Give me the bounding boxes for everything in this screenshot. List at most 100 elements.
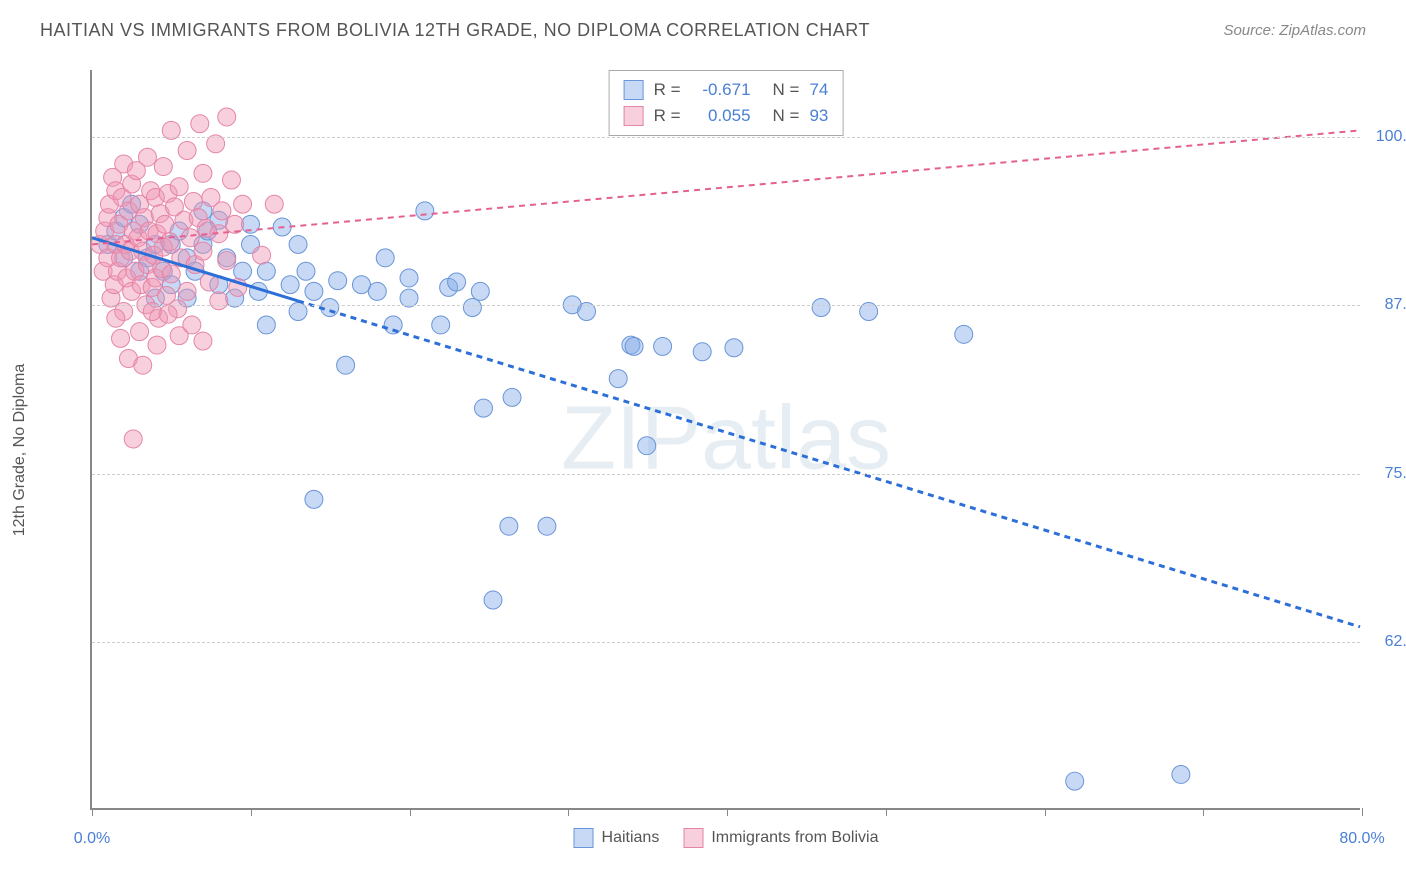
data-point: [475, 399, 493, 417]
legend-item: Haitians: [574, 828, 660, 848]
data-point: [297, 262, 315, 280]
data-point: [138, 148, 156, 166]
data-point: [181, 229, 199, 247]
data-point: [178, 282, 196, 300]
data-point: [484, 591, 502, 609]
r-label: R =: [654, 106, 681, 126]
data-point: [112, 329, 130, 347]
data-point: [376, 249, 394, 267]
data-point: [162, 265, 180, 283]
data-point: [337, 356, 355, 374]
data-point: [289, 235, 307, 253]
data-point: [257, 316, 275, 334]
data-point: [194, 164, 212, 182]
series-swatch: [624, 80, 644, 100]
gridline: [92, 474, 1360, 475]
y-axis-label: 12th Grade, No Diploma: [11, 364, 29, 537]
gridline: [92, 137, 1360, 138]
x-tick: [410, 808, 411, 816]
data-point: [148, 336, 166, 354]
legend-swatch: [574, 828, 594, 848]
x-tick: [727, 808, 728, 816]
x-tick: [886, 808, 887, 816]
data-point: [124, 430, 142, 448]
chart-title: HAITIAN VS IMMIGRANTS FROM BOLIVIA 12TH …: [40, 20, 870, 41]
data-point: [234, 195, 252, 213]
r-value: -0.671: [691, 80, 751, 100]
data-point: [194, 332, 212, 350]
data-point: [156, 215, 174, 233]
data-point: [538, 517, 556, 535]
data-point: [178, 142, 196, 160]
data-point: [213, 202, 231, 220]
data-point: [471, 282, 489, 300]
data-point: [654, 337, 672, 355]
plot-area: ZIPatlas R = -0.671 N = 74 R = 0.055 N =…: [90, 70, 1360, 810]
n-value: 93: [809, 106, 828, 126]
data-point: [183, 316, 201, 334]
data-point: [400, 289, 418, 307]
data-point: [609, 370, 627, 388]
y-tick-label: 75.0%: [1385, 465, 1406, 483]
data-point: [305, 490, 323, 508]
data-point: [226, 215, 244, 233]
data-point: [693, 343, 711, 361]
x-tick: [251, 808, 252, 816]
data-point: [159, 305, 177, 323]
x-tick: [1362, 808, 1363, 816]
data-point: [210, 292, 228, 310]
series-swatch: [624, 106, 644, 126]
stats-row: R = -0.671 N = 74: [624, 77, 829, 103]
data-point: [1066, 772, 1084, 790]
data-point: [257, 262, 275, 280]
chart-container: 12th Grade, No Diploma ZIPatlas R = -0.6…: [60, 60, 1370, 840]
data-point: [154, 158, 172, 176]
x-tick-label: 0.0%: [74, 830, 110, 848]
data-point: [265, 195, 283, 213]
y-tick-label: 62.5%: [1385, 633, 1406, 651]
n-label: N =: [773, 106, 800, 126]
data-point: [218, 252, 236, 270]
data-point: [194, 242, 212, 260]
header: HAITIAN VS IMMIGRANTS FROM BOLIVIA 12TH …: [0, 0, 1406, 51]
data-point: [253, 246, 271, 264]
y-tick-label: 87.5%: [1385, 296, 1406, 314]
gridline: [92, 642, 1360, 643]
data-point: [107, 309, 125, 327]
data-point: [281, 276, 299, 294]
trend-line-extrapolated: [298, 301, 1360, 627]
stats-row: R = 0.055 N = 93: [624, 103, 829, 129]
y-tick-label: 100.0%: [1376, 128, 1406, 146]
plot-svg: [92, 70, 1360, 808]
stats-box: R = -0.671 N = 74 R = 0.055 N = 93: [609, 70, 844, 136]
data-point: [812, 299, 830, 317]
data-point: [329, 272, 347, 290]
x-tick: [1203, 808, 1204, 816]
data-point: [234, 262, 252, 280]
data-point: [463, 299, 481, 317]
r-value: 0.055: [691, 106, 751, 126]
data-point: [416, 202, 434, 220]
data-point: [368, 282, 386, 300]
data-point: [352, 276, 370, 294]
data-point: [134, 356, 152, 374]
legend-label: Haitians: [602, 829, 660, 847]
trend-line-extrapolated: [235, 130, 1360, 231]
data-point: [1172, 765, 1190, 783]
n-value: 74: [809, 80, 828, 100]
legend-swatch: [683, 828, 703, 848]
data-point: [170, 178, 188, 196]
data-point: [305, 282, 323, 300]
r-label: R =: [654, 80, 681, 100]
data-point: [432, 316, 450, 334]
data-point: [222, 171, 240, 189]
x-tick: [92, 808, 93, 816]
legend-label: Immigrants from Bolivia: [711, 829, 878, 847]
legend: Haitians Immigrants from Bolivia: [574, 828, 879, 848]
gridline: [92, 305, 1360, 306]
data-point: [500, 517, 518, 535]
source-attribution: Source: ZipAtlas.com: [1223, 22, 1366, 39]
data-point: [191, 115, 209, 133]
x-tick: [568, 808, 569, 816]
data-point: [503, 388, 521, 406]
